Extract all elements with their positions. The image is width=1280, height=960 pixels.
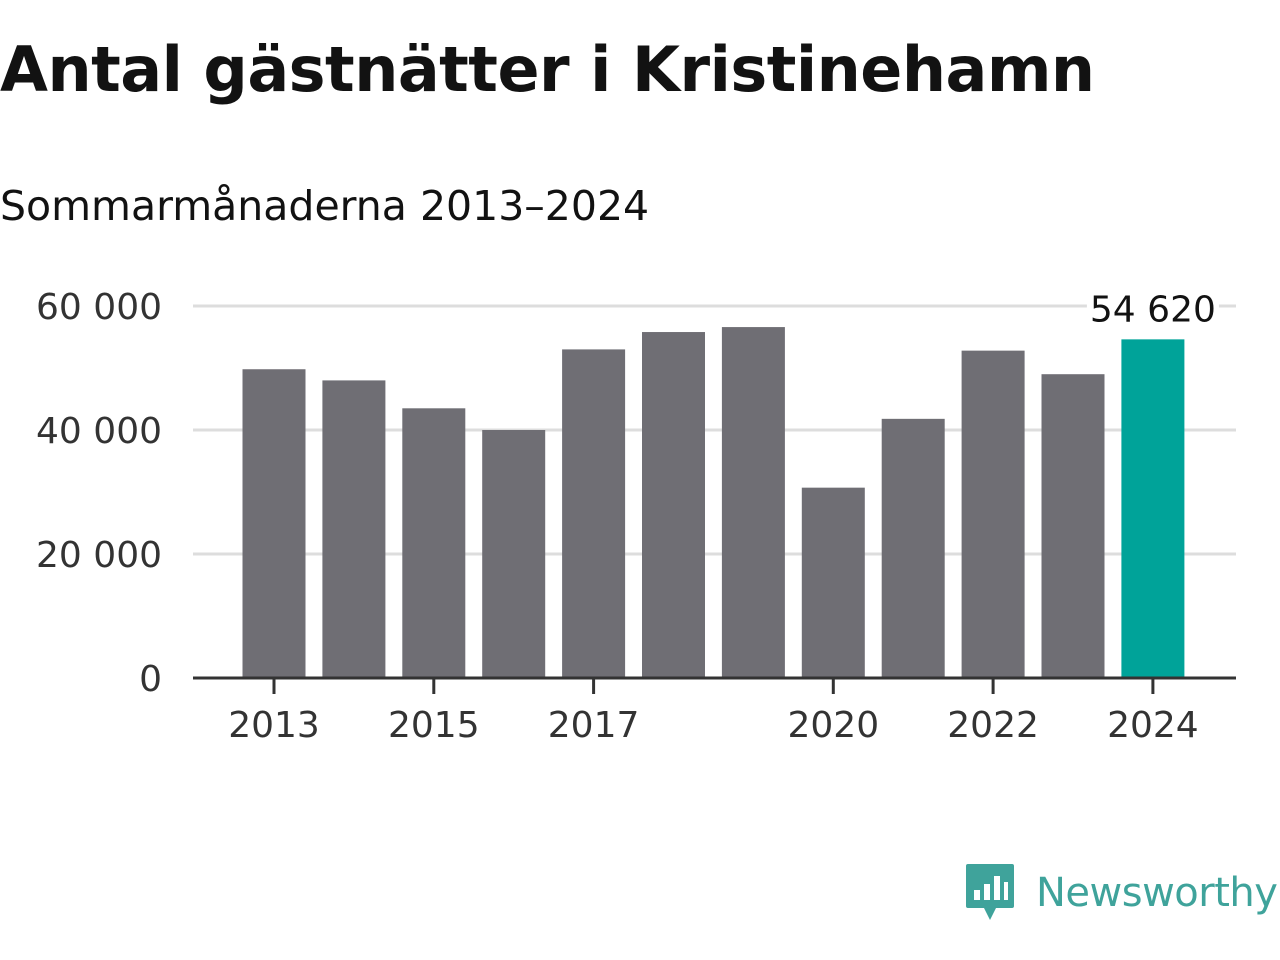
x-axis [193, 676, 1236, 694]
brand-name: Newsworthy [1036, 870, 1278, 916]
data-labels: 54 620 [1086, 285, 1219, 330]
bar-2024 [1121, 339, 1185, 678]
bar-2016 [482, 430, 546, 678]
newsworthy-logo-icon [966, 864, 1014, 920]
x-tick-label: 2015 [388, 705, 480, 746]
bar-2014 [322, 380, 386, 678]
bar-2019 [721, 327, 785, 678]
x-tick-label: 2022 [947, 705, 1039, 746]
bar-2015 [402, 408, 466, 678]
bar-2022 [961, 350, 1025, 678]
bar-2017 [562, 349, 626, 678]
y-tick-label: 20 000 [36, 535, 162, 576]
y-tick-label: 0 [139, 659, 162, 700]
y-axis-tick-labels: 0 20 000 40 000 60 000 [36, 287, 162, 700]
data-label-2024: 54 620 [1090, 289, 1216, 330]
bar-2021 [881, 418, 945, 678]
bar-2018 [642, 332, 705, 678]
x-axis-tick-labels: 2013 2015 2017 2020 2022 2024 [228, 705, 1199, 746]
bar-2013 [242, 369, 306, 678]
chart-subtitle: Sommarmånaderna 2013–2024 [0, 182, 650, 230]
x-tick-label: 2017 [548, 705, 640, 746]
y-tick-label: 40 000 [36, 411, 162, 452]
x-tick-label: 2024 [1107, 705, 1199, 746]
newsworthy-brand: Newsworthy [964, 862, 1278, 924]
bars [242, 327, 1185, 678]
bar-2020 [801, 487, 865, 678]
data-label-background [1086, 285, 1219, 330]
chart-title: Antal gästnätter i Kristinehamn [0, 33, 1095, 106]
bar-2023 [1041, 374, 1105, 678]
y-tick-label: 60 000 [36, 287, 162, 328]
x-tick-label: 2020 [787, 705, 879, 746]
x-tick-label: 2013 [228, 705, 320, 746]
